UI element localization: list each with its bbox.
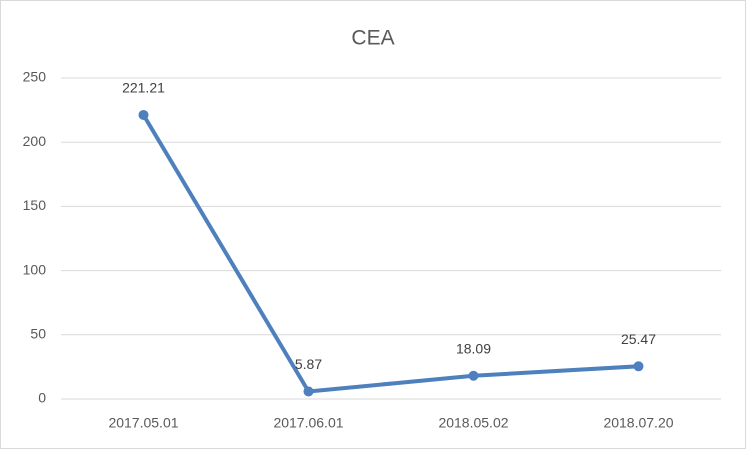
x-tick-label: 2018.05.02 [438,415,508,431]
y-tick-label: 0 [38,390,46,406]
data-label: 25.47 [621,331,656,347]
y-tick-label: 250 [23,69,47,85]
y-tick-label: 100 [23,261,47,277]
data-label: 5.87 [295,356,322,372]
chart-title: CEA [351,27,394,50]
marker [303,386,314,397]
y-tick-label: 150 [23,197,47,213]
data-label: 18.09 [456,340,491,356]
data-label: 221.21 [122,80,165,96]
marker [468,370,479,381]
marker [138,109,149,120]
x-tick-label: 2017.05.01 [108,415,178,431]
marker [633,361,644,372]
line [141,112,641,394]
x-tick-label: 2018.07.20 [603,415,673,431]
x-tick-label: 2017.06.01 [273,415,343,431]
y-tick-label: 200 [23,133,47,149]
y-tick-label: 50 [30,326,46,342]
